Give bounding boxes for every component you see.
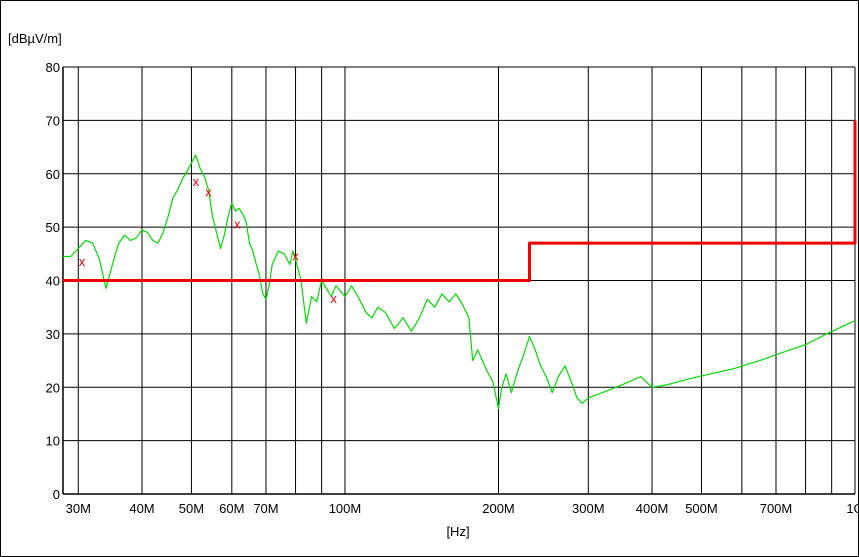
y-tick-label: 40 [46, 274, 60, 289]
y-tick-label: 30 [46, 327, 60, 342]
y-tick-label: 50 [46, 220, 60, 235]
x-tick-label: 700M [760, 501, 793, 516]
data-marker-x: x [79, 254, 86, 269]
x-tick-label: 400M [636, 501, 669, 516]
data-marker-x: x [193, 174, 200, 189]
plot-area: 0 10 20 30 40 50 60 70 80 30M 40M 50M 60M 70M 100M 200M… [46, 60, 859, 516]
data-marker-x: x [330, 291, 337, 306]
y-tick-label: 60 [46, 167, 60, 182]
x-tick-label: 200M [482, 501, 515, 516]
data-marker-x: x [205, 184, 212, 199]
y-tick-label: 10 [46, 434, 60, 449]
y-axis-label: [dBµV/m] [8, 31, 62, 46]
limit-line [63, 120, 857, 282]
x-tick-label: 30M [66, 501, 91, 516]
x-tick-label: 1G [846, 501, 859, 516]
data-marker-x: x [292, 248, 299, 263]
x-tick-label: 60M [219, 501, 244, 516]
x-tick-label: 100M [329, 501, 362, 516]
measurement-trace [63, 154, 856, 410]
x-tick-label: 50M [179, 501, 204, 516]
y-tick-label: 70 [46, 113, 60, 128]
x-tick-label: 300M [572, 501, 605, 516]
y-tick-label: 0 [53, 487, 60, 502]
x-tick-label: 70M [253, 501, 278, 516]
x-axis-label: [Hz] [446, 524, 469, 539]
x-tick-label: 500M [685, 501, 718, 516]
y-tick-label: 80 [46, 60, 60, 75]
y-tick-label: 20 [46, 380, 60, 395]
x-tick-label: 40M [129, 501, 154, 516]
data-marker-x: x [234, 216, 241, 231]
